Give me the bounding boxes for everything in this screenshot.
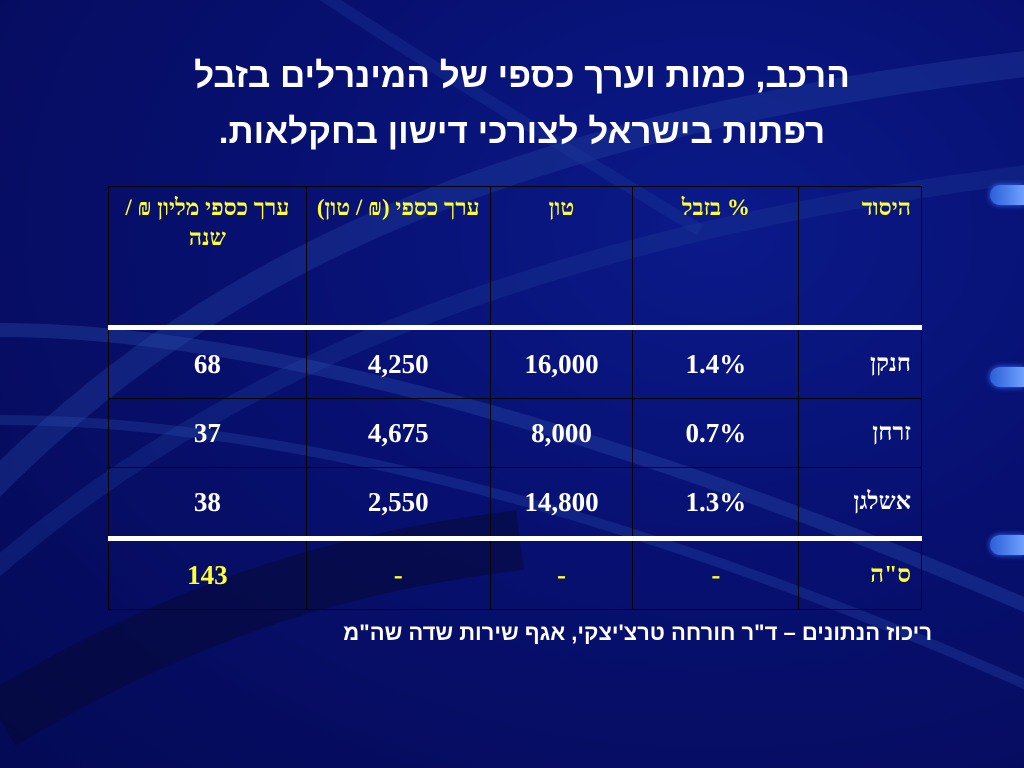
table-total-row: ס"ה - - - 143 (108, 536, 922, 610)
cell-ton: 16,000 (489, 325, 634, 399)
cell-total-value: 38 (108, 467, 307, 539)
side-tab-decoration (990, 185, 1024, 205)
title-line-1: הרכב, כמות וערך כספי של המינרלים בזבל (194, 56, 850, 95)
cell-percent: 1.4% (632, 325, 800, 399)
table-row: אשלגן 1.3% 14,800 2,550 38 (108, 467, 922, 539)
header-unit-value: ערך כספי (₪ / טון) (305, 186, 491, 328)
cell-unit-value: 4,675 (305, 398, 491, 468)
header-total-value: ערך כספי מליון ₪ / שנה (108, 186, 307, 328)
cell-percent: - (632, 536, 800, 610)
header-element: היסוד (798, 186, 922, 328)
minerals-table: היסוד % בזבל טון ערך כספי (₪ / טון) ערך … (108, 186, 922, 610)
cell-element: אשלגן (798, 467, 922, 539)
cell-total-value: 68 (108, 325, 307, 399)
header-percent: % בזבל (632, 186, 800, 328)
slide-title: הרכב, כמות וערך כספי של המינרלים בזבל רפ… (112, 48, 932, 160)
side-tab-decoration (990, 535, 1024, 555)
side-tab-decoration (990, 367, 1024, 387)
side-decoration (984, 185, 1024, 585)
cell-percent: 0.7% (632, 398, 800, 468)
source-note: ריכוז הנתונים – ד"ר חורחה טרצ'יצקי, אגף … (343, 620, 932, 645)
table-row: חנקן 1.4% 16,000 4,250 68 (108, 325, 922, 399)
cell-total-value: 37 (108, 398, 307, 468)
cell-element: חנקן (798, 325, 922, 399)
header-ton: טון (489, 186, 634, 328)
cell-element: זרחן (798, 398, 922, 468)
cell-ton: - (489, 536, 634, 610)
cell-ton: 14,800 (489, 467, 634, 539)
table-header-row: היסוד % בזבל טון ערך כספי (₪ / טון) ערך … (108, 186, 922, 328)
cell-ton: 8,000 (489, 398, 634, 468)
cell-unit-value: 4,250 (305, 325, 491, 399)
cell-total-label: ס"ה (798, 536, 922, 610)
cell-percent: 1.3% (632, 467, 800, 539)
cell-unit-value: 2,550 (305, 467, 491, 539)
title-line-2: רפתות בישראל לצורכי דישון בחקלאות. (218, 112, 826, 151)
cell-grand-total: 143 (108, 536, 307, 610)
cell-unit-value: - (305, 536, 491, 610)
table-row: זרחן 0.7% 8,000 4,675 37 (108, 398, 922, 468)
